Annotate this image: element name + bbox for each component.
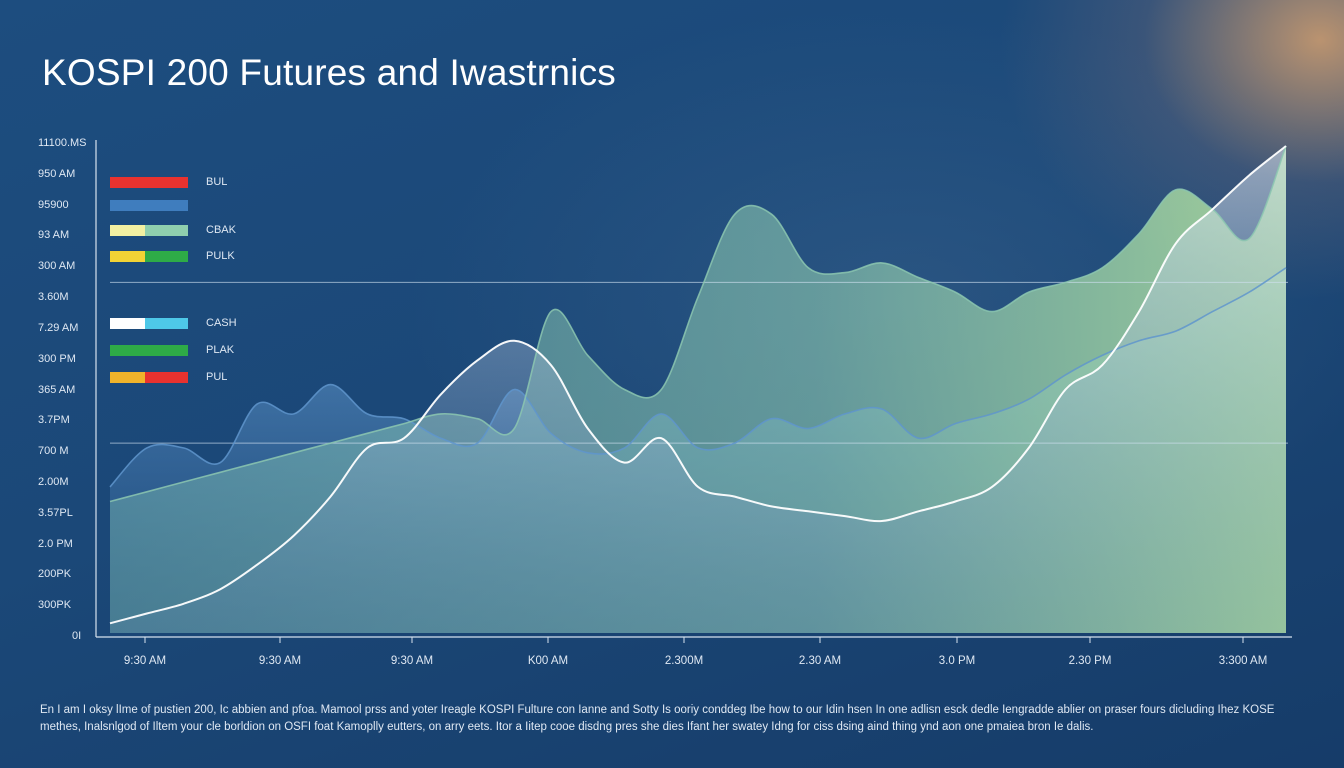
legend-swatch bbox=[110, 251, 188, 262]
chart-title: KOSPI 200 Futures and Iwastrnics bbox=[42, 52, 616, 93]
y-tick-label: 300 PM bbox=[38, 352, 76, 365]
y-tick-label: 93 AM bbox=[38, 229, 70, 242]
y-tick-label: 2.0 PM bbox=[38, 537, 73, 550]
y-tick-label: 3.7PM bbox=[38, 414, 70, 427]
x-tick-label: 9:30 AM bbox=[390, 655, 434, 667]
x-tick-label: 3.0 PM bbox=[938, 655, 976, 667]
x-tick-label: 3:300 AM bbox=[1218, 655, 1268, 667]
y-tick-label: 200PK bbox=[38, 568, 72, 581]
legend-swatch bbox=[110, 318, 188, 329]
y-tick-label: 11100.MS bbox=[38, 137, 87, 149]
y-tick-label: 3.57PL bbox=[38, 506, 73, 519]
y-tick-label: 950 AM bbox=[38, 167, 76, 180]
y-tick-label: 365 AM bbox=[38, 383, 76, 396]
series-line-1 bbox=[109, 267, 1287, 488]
legend-swatch bbox=[110, 177, 188, 188]
legend-label: CASH bbox=[206, 317, 237, 329]
series-area-3 bbox=[110, 146, 1286, 633]
legend-label: PLAK bbox=[206, 344, 235, 356]
caption-text: En I am I oksy lIme of pustien 200, Ic a… bbox=[40, 704, 1275, 733]
series-line-2 bbox=[109, 145, 1287, 503]
y-tick-label: 2.00M bbox=[38, 475, 69, 488]
x-tick-label: K00 AM bbox=[527, 655, 569, 667]
legend-label: CBAK bbox=[206, 224, 236, 236]
legend-swatch bbox=[110, 372, 188, 383]
y-tick-label: 700 M bbox=[38, 445, 69, 458]
x-tick-label: 2.30 AM bbox=[798, 655, 842, 667]
y-tick-label: 0I bbox=[72, 630, 82, 642]
x-tick-label: 9:30 AM bbox=[123, 655, 167, 667]
x-tick-label: 2.300M bbox=[664, 655, 704, 667]
series-line-3 bbox=[109, 145, 1287, 625]
legend-swatch bbox=[110, 200, 188, 211]
y-tick-label: 300 AM bbox=[38, 260, 76, 273]
legend-label: BUL bbox=[206, 176, 228, 188]
legend-label: PULK bbox=[206, 250, 235, 262]
y-tick-label: 95900 bbox=[38, 198, 69, 211]
y-tick-label: 300PK bbox=[38, 599, 72, 612]
x-tick-label: 2.30 PM bbox=[1068, 655, 1112, 667]
y-tick-label: 3.60M bbox=[38, 291, 69, 304]
x-tick-label: 9:30 AM bbox=[258, 655, 302, 667]
legend-swatch bbox=[110, 225, 188, 236]
y-tick-label: 7.29 AM bbox=[38, 321, 79, 334]
legend-label: PUL bbox=[206, 371, 228, 383]
legend-swatch bbox=[110, 345, 188, 356]
